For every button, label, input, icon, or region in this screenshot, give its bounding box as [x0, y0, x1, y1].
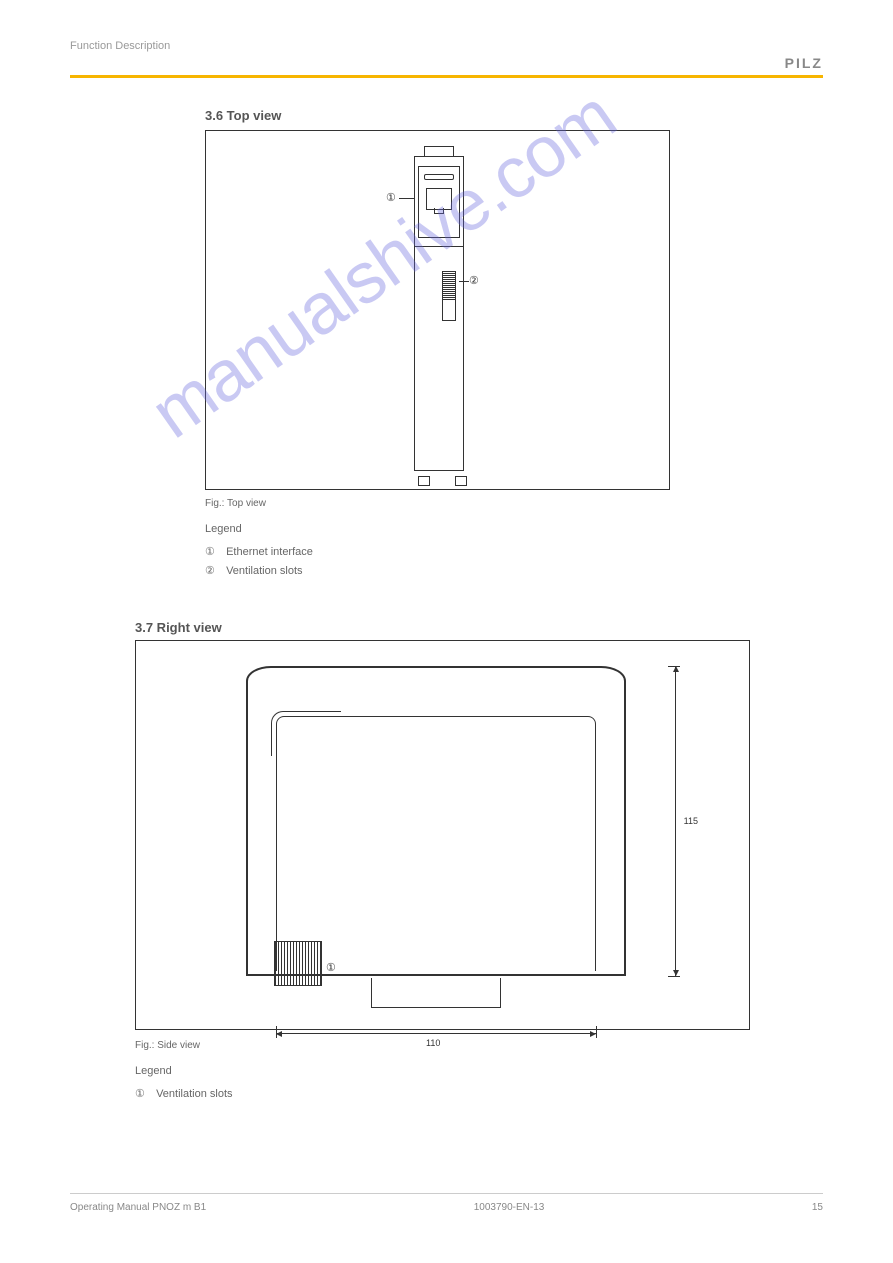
fig1-legend-items: ① Ethernet interface ② Ventilation slots — [205, 545, 313, 583]
logo-text: PILZ — [785, 55, 823, 71]
fig2-caption: Fig.: Side view — [135, 1040, 200, 1051]
fig1-title: 3.6 Top view — [205, 108, 281, 123]
legend-side-num-1: ① — [135, 1087, 153, 1100]
callout-1: ① — [386, 191, 396, 204]
footer-right: 15 — [812, 1202, 823, 1213]
legend-side-text-1: Ventilation slots — [156, 1088, 232, 1100]
legend-num-1: ① — [205, 545, 223, 558]
figure-side-view: ① 115 110 — [135, 640, 750, 1030]
legend-text-1: Ethernet interface — [226, 546, 313, 558]
device-drawing-side: ① 115 110 — [216, 666, 656, 1006]
figure-top-view: ① ② — [205, 130, 670, 490]
side-vent-icon — [274, 941, 322, 986]
dim-vertical: 115 — [684, 816, 698, 826]
callout-2: ② — [469, 274, 479, 287]
header-divider — [70, 75, 823, 78]
device-drawing-top — [406, 146, 471, 481]
fig2-legend-title: Legend — [135, 1065, 172, 1077]
section-header: Function Description — [70, 40, 170, 52]
fig2-title: 3.7 Right view — [135, 620, 222, 635]
fig2-legend-items: ① Ventilation slots — [135, 1087, 233, 1106]
legend-text-2: Ventilation slots — [226, 565, 302, 577]
footer-center: 1003790-EN-13 — [474, 1202, 545, 1213]
footer-left: Operating Manual PNOZ m B1 — [70, 1202, 206, 1213]
legend-num-2: ② — [205, 564, 223, 577]
fig1-legend-title: Legend — [205, 523, 242, 535]
fig1-caption: Fig.: Top view — [205, 498, 266, 509]
dim-horizontal: 110 — [426, 1038, 440, 1048]
callout-side-1: ① — [326, 961, 336, 974]
footer: Operating Manual PNOZ m B1 1003790-EN-13… — [70, 1193, 823, 1213]
